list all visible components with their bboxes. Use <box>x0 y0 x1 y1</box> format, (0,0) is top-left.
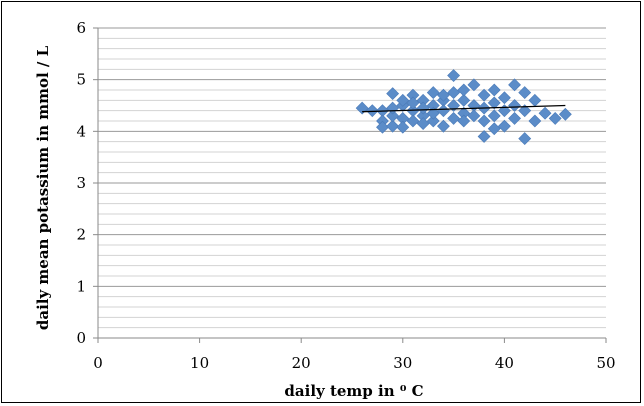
data-point <box>497 104 511 118</box>
data-point <box>365 104 379 118</box>
y-tick-labels: 0 1 2 3 4 5 6 <box>76 19 86 347</box>
data-point <box>518 104 532 118</box>
data-point <box>437 119 450 133</box>
x-tick-label: 10 <box>190 354 209 372</box>
y-tick-label: 1 <box>76 277 86 295</box>
data-point <box>447 111 461 125</box>
y-axis-label: daily mean potassium in mmol / L <box>34 45 52 330</box>
data-point <box>487 83 501 97</box>
data-point <box>406 96 420 110</box>
data-points <box>355 69 572 145</box>
data-point <box>386 101 400 115</box>
y-tick-label: 4 <box>76 122 86 140</box>
data-point <box>538 106 552 120</box>
data-point <box>548 111 562 125</box>
data-point <box>508 99 521 112</box>
data-point <box>386 119 400 133</box>
data-point <box>396 93 410 107</box>
data-point <box>518 132 532 145</box>
axes <box>93 27 607 343</box>
data-point <box>355 101 369 115</box>
x-tick-label: 40 <box>495 354 514 372</box>
y-tick-label: 5 <box>76 71 86 89</box>
data-point <box>477 130 491 143</box>
y-tick-label: 2 <box>76 226 86 244</box>
x-tick-label: 20 <box>292 354 311 372</box>
data-point <box>558 107 572 121</box>
data-point <box>528 114 542 128</box>
data-point <box>447 86 461 100</box>
data-point <box>497 91 511 105</box>
trendline-group <box>362 104 566 113</box>
data-point <box>477 88 491 102</box>
x-tick-labels: 0 10 20 30 40 50 <box>93 354 615 372</box>
y-tick-label: 3 <box>76 174 86 192</box>
x-tick-label: 0 <box>93 354 103 372</box>
data-point <box>396 120 410 134</box>
data-point <box>437 88 450 102</box>
x-axis-label: daily temp in ⁰ C <box>284 382 423 400</box>
data-point <box>386 87 400 101</box>
data-point <box>457 93 471 107</box>
data-point <box>447 99 461 112</box>
data-point <box>487 109 501 123</box>
data-point <box>457 114 471 128</box>
y-tick-label: 6 <box>76 19 86 37</box>
data-point <box>487 96 501 110</box>
x-tick-label: 30 <box>393 354 412 372</box>
data-point <box>467 78 481 92</box>
data-point <box>376 120 389 134</box>
data-point <box>416 101 430 115</box>
data-point <box>426 114 440 128</box>
data-point <box>447 69 461 82</box>
data-point <box>487 122 501 136</box>
x-tick-label: 50 <box>596 354 615 372</box>
data-point <box>508 78 521 92</box>
data-point <box>477 114 491 128</box>
data-point <box>386 109 400 123</box>
trendline <box>362 104 566 113</box>
data-point <box>437 104 450 118</box>
gridlines <box>98 27 606 329</box>
data-point <box>416 117 430 131</box>
data-point <box>426 86 440 100</box>
data-point <box>508 111 521 125</box>
data-point <box>528 93 542 107</box>
data-point <box>518 86 532 100</box>
data-point <box>406 114 420 128</box>
data-point <box>467 109 481 123</box>
data-point <box>457 83 471 97</box>
y-tick-label: 0 <box>76 329 86 347</box>
data-point <box>497 119 511 133</box>
